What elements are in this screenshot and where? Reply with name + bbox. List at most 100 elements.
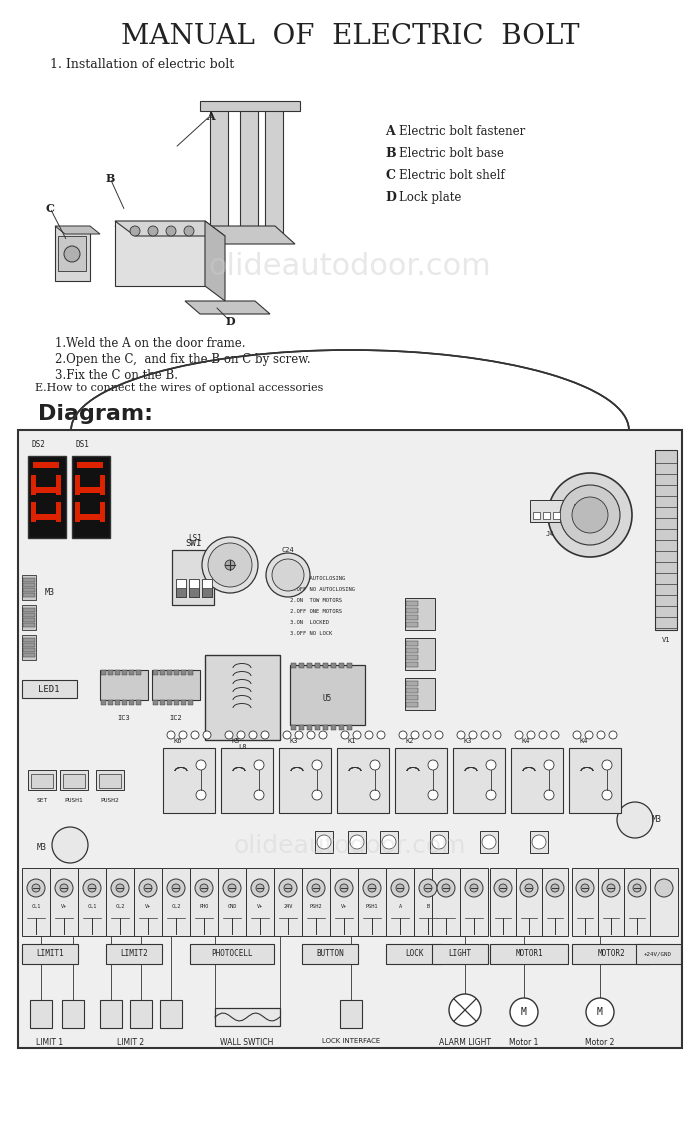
Bar [77, 462, 103, 468]
Bar [358, 868, 386, 936]
Text: 3.Fix the C on the B.: 3.Fix the C on the B. [55, 368, 178, 382]
Circle shape [203, 730, 211, 740]
Circle shape [196, 790, 206, 800]
Circle shape [317, 835, 331, 849]
Text: LIMIT 2: LIMIT 2 [118, 1038, 145, 1047]
Bar [22, 635, 36, 660]
Bar [430, 832, 448, 853]
Circle shape [486, 790, 496, 800]
Circle shape [368, 884, 376, 892]
Bar [77, 487, 103, 493]
Bar [23, 638, 35, 642]
Circle shape [539, 730, 547, 740]
Circle shape [251, 879, 269, 897]
Bar [274, 868, 302, 936]
Circle shape [576, 879, 594, 897]
Circle shape [546, 879, 564, 897]
Circle shape [225, 730, 233, 740]
Bar [302, 944, 358, 964]
Circle shape [272, 559, 304, 591]
Bar [176, 588, 186, 598]
Circle shape [527, 730, 535, 740]
Bar [302, 868, 330, 936]
Polygon shape [18, 350, 682, 431]
Circle shape [419, 879, 437, 897]
Circle shape [499, 884, 507, 892]
Bar [101, 700, 106, 705]
Bar [160, 670, 165, 675]
Circle shape [340, 884, 348, 892]
Bar [406, 615, 418, 620]
Bar [406, 702, 418, 707]
Circle shape [442, 884, 450, 892]
Circle shape [586, 999, 614, 1026]
Bar [108, 700, 113, 705]
Circle shape [544, 790, 554, 800]
Bar [167, 670, 172, 675]
Bar [189, 579, 199, 598]
Bar [162, 868, 190, 936]
Text: 3.ON  LOCKED: 3.ON LOCKED [290, 619, 329, 625]
Bar [530, 500, 565, 523]
Bar [405, 638, 435, 670]
Circle shape [144, 884, 152, 892]
Bar [406, 680, 418, 686]
Circle shape [27, 879, 45, 897]
Bar [100, 475, 105, 495]
Circle shape [312, 790, 322, 800]
Circle shape [602, 879, 620, 897]
Circle shape [167, 730, 175, 740]
Circle shape [307, 879, 325, 897]
Circle shape [628, 879, 646, 897]
Bar [315, 832, 333, 853]
Bar [122, 670, 127, 675]
Bar [406, 623, 418, 627]
Text: Diagram:: Diagram: [38, 404, 153, 424]
Bar [172, 550, 214, 605]
Text: Lock plate: Lock plate [399, 191, 461, 203]
Circle shape [396, 884, 404, 892]
Circle shape [335, 879, 353, 897]
Text: LOCK: LOCK [405, 950, 424, 959]
Circle shape [60, 884, 68, 892]
Bar [160, 1000, 182, 1028]
Circle shape [283, 730, 291, 740]
Bar [299, 725, 304, 730]
Bar [650, 868, 678, 936]
Text: J4: J4 [546, 531, 554, 537]
Text: PUSH2: PUSH2 [101, 799, 120, 803]
Bar [23, 583, 35, 587]
Bar [279, 747, 331, 813]
Text: Electric bolt fastener: Electric bolt fastener [399, 125, 525, 137]
Bar [181, 670, 186, 675]
Bar [190, 868, 218, 936]
Text: C: C [46, 202, 55, 214]
Bar [23, 643, 35, 648]
Bar [72, 456, 110, 538]
Bar [60, 770, 88, 790]
Text: LIGHT: LIGHT [449, 950, 472, 959]
Bar [543, 512, 550, 519]
Bar [246, 868, 274, 936]
Text: LIMIT1: LIMIT1 [36, 950, 64, 959]
Text: K4: K4 [522, 738, 531, 744]
Text: IC2: IC2 [169, 715, 183, 721]
Text: A: A [398, 903, 402, 909]
Polygon shape [205, 222, 225, 301]
Bar [78, 868, 106, 936]
Bar [31, 502, 36, 523]
Bar [598, 868, 624, 936]
Bar [129, 670, 134, 675]
Circle shape [350, 835, 364, 849]
Circle shape [64, 247, 80, 262]
Bar [533, 512, 540, 519]
Text: K2: K2 [406, 738, 414, 744]
Text: K1: K1 [348, 738, 356, 744]
Bar [516, 868, 542, 936]
Text: GND: GND [228, 903, 237, 909]
Bar [291, 663, 296, 668]
Bar [386, 944, 442, 964]
Circle shape [481, 730, 489, 740]
Text: M3: M3 [652, 816, 662, 825]
Bar [189, 588, 199, 598]
